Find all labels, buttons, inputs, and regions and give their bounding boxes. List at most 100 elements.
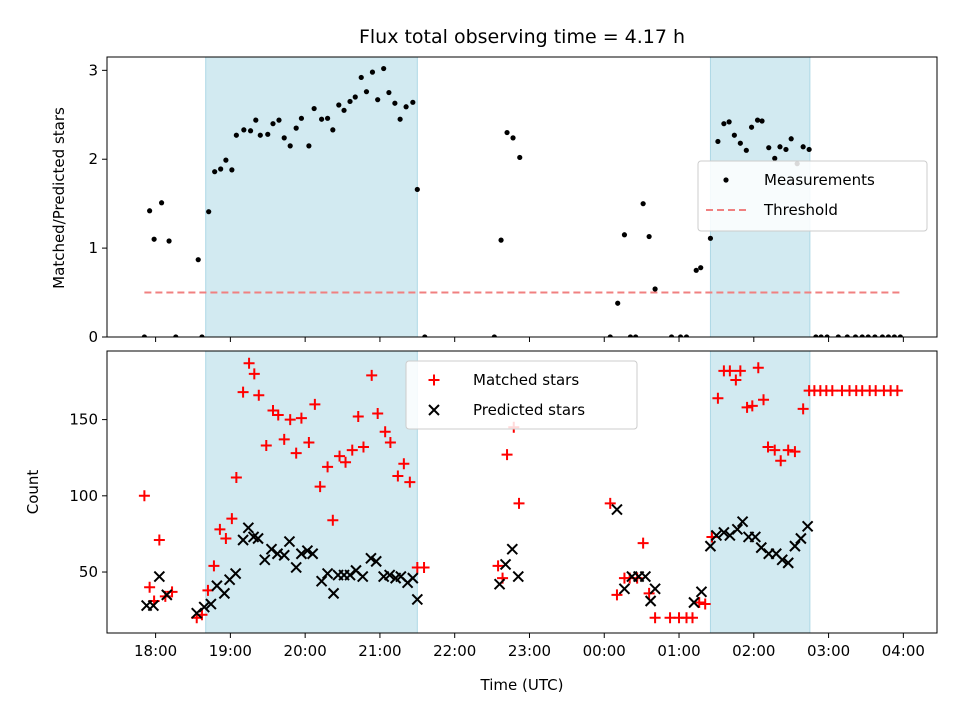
x-tick-label: 19:00 bbox=[209, 642, 252, 660]
matched-star-point bbox=[637, 537, 649, 549]
measurement-point bbox=[218, 166, 224, 172]
measurement-point bbox=[872, 334, 878, 337]
measurement-point bbox=[707, 235, 714, 241]
predicted-star-point bbox=[315, 575, 328, 587]
predicted-star-point bbox=[782, 557, 794, 569]
matched-star-point bbox=[309, 398, 321, 410]
matched-star-point bbox=[649, 612, 661, 624]
measurement-point bbox=[748, 124, 755, 130]
measurement-point bbox=[281, 135, 287, 141]
matched-star-point bbox=[352, 411, 364, 423]
matched-star-point bbox=[372, 407, 384, 419]
matched-star-point bbox=[891, 385, 903, 397]
predicted-star-point bbox=[365, 552, 377, 565]
measurement-point bbox=[897, 334, 903, 337]
measurement-point bbox=[363, 89, 370, 95]
matched-star-point bbox=[775, 455, 787, 467]
measurement-point bbox=[844, 334, 850, 337]
predicted-star-point bbox=[327, 587, 340, 600]
measurement-point bbox=[721, 121, 727, 127]
measurement-point bbox=[311, 105, 317, 112]
matched-star-point bbox=[724, 365, 736, 377]
predicted-star-point bbox=[290, 561, 302, 574]
predicted-star-point bbox=[618, 583, 631, 595]
predicted-star-point bbox=[407, 572, 419, 584]
bottom-legend-box bbox=[405, 360, 638, 430]
predicted-star-point bbox=[493, 578, 506, 590]
measurement-point bbox=[293, 125, 299, 131]
measurement-point bbox=[504, 129, 510, 136]
matched-star-point bbox=[699, 598, 711, 610]
matched-star-point bbox=[314, 481, 326, 493]
measurement-point bbox=[414, 186, 420, 193]
measurement-point bbox=[865, 334, 871, 337]
matched-star-point bbox=[789, 446, 801, 458]
measurement-point bbox=[621, 232, 628, 238]
predicted-star-point bbox=[649, 583, 661, 595]
matched-star-point bbox=[153, 534, 165, 546]
predicted-star-point bbox=[611, 503, 623, 516]
measurement-point bbox=[330, 127, 336, 133]
matched-star-point bbox=[166, 586, 178, 598]
x-tick-label: 02:00 bbox=[732, 642, 775, 660]
bottom-legend-label: Matched stars bbox=[473, 371, 579, 389]
measurement-point bbox=[410, 99, 416, 105]
bottom-shaded-interval-1 bbox=[205, 350, 418, 634]
measurement-point bbox=[772, 155, 778, 161]
matched-star-point bbox=[418, 561, 430, 573]
measurement-point bbox=[247, 128, 254, 134]
measurement-point bbox=[766, 145, 772, 151]
measurement-point bbox=[173, 334, 179, 337]
bottom-data-area bbox=[138, 357, 903, 624]
matched-star-point bbox=[746, 400, 758, 412]
measurement-point bbox=[206, 209, 212, 215]
x-tick-label: 18:00 bbox=[134, 642, 177, 660]
x-tick-label: 04:00 bbox=[882, 642, 925, 660]
matched-star-point bbox=[752, 362, 764, 374]
measurement-point bbox=[818, 334, 824, 337]
measurement-point bbox=[403, 104, 409, 110]
measurement-point bbox=[352, 94, 358, 100]
measurement-point bbox=[298, 115, 305, 121]
measurement-point bbox=[683, 334, 690, 337]
measurement-point bbox=[422, 334, 428, 337]
predicted-star-point bbox=[512, 570, 524, 583]
measurement-point bbox=[336, 102, 342, 108]
matched-star-point bbox=[334, 450, 346, 462]
matched-star-point bbox=[248, 368, 260, 380]
matched-star-point bbox=[220, 532, 232, 544]
matched-star-point bbox=[138, 490, 150, 502]
measurement-point bbox=[212, 169, 218, 175]
measurement-point bbox=[265, 131, 271, 137]
measurement-point bbox=[800, 144, 806, 150]
matched-star-point bbox=[611, 589, 623, 601]
matched-star-point bbox=[501, 449, 513, 461]
matched-star-point bbox=[295, 412, 307, 424]
matched-star-point bbox=[278, 433, 290, 445]
predicted-star-point bbox=[736, 516, 749, 528]
matched-star-point bbox=[384, 436, 396, 448]
matched-star-point bbox=[604, 497, 616, 509]
predicted-star-point bbox=[237, 534, 249, 546]
predicted-star-point bbox=[639, 570, 652, 583]
measurement-point bbox=[885, 334, 891, 337]
chart-title: Flux total observing time = 4.17 h bbox=[359, 26, 685, 48]
matched-star-point bbox=[226, 513, 238, 525]
measurement-point bbox=[646, 233, 652, 240]
matched-star-point bbox=[144, 581, 156, 593]
measurement-point bbox=[358, 74, 364, 81]
measurement-point bbox=[743, 147, 749, 153]
predicted-star-point bbox=[695, 586, 708, 598]
matched-star-point bbox=[826, 385, 838, 397]
matched-star-point bbox=[208, 560, 220, 572]
measurement-point bbox=[737, 140, 743, 146]
predicted-star-point bbox=[295, 548, 308, 560]
matched-star-point bbox=[686, 612, 698, 624]
predicted-star-point bbox=[242, 522, 255, 534]
measurement-point bbox=[241, 127, 247, 133]
matched-star-point bbox=[762, 441, 774, 453]
predicted-star-point bbox=[795, 532, 807, 545]
measurement-point bbox=[726, 119, 732, 125]
predicted-star-point bbox=[801, 520, 814, 533]
measurement-point bbox=[306, 143, 312, 149]
